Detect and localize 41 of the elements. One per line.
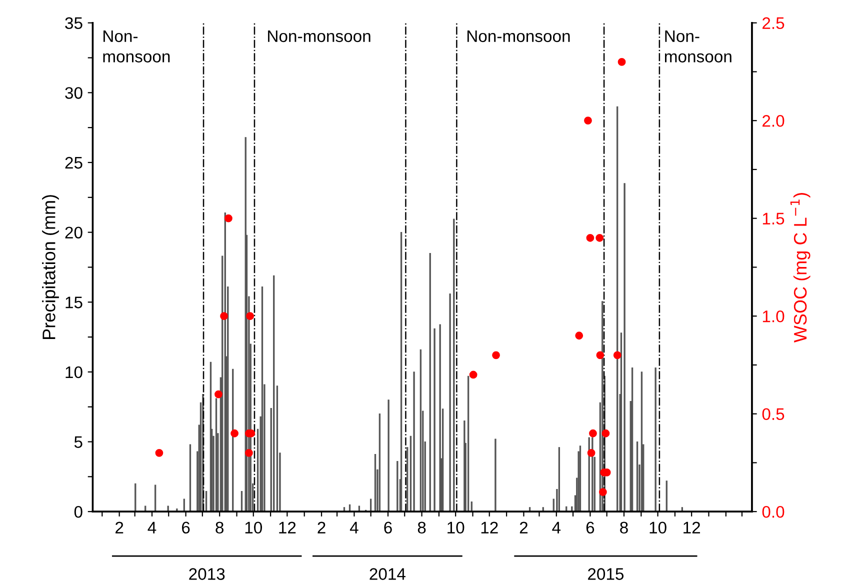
text: 2014 bbox=[370, 568, 406, 580]
y-tick-label: 0 bbox=[74, 506, 82, 518]
y-tick-label: 5 bbox=[74, 436, 82, 448]
y-tick-label: 10 bbox=[66, 366, 82, 378]
x-tick-label: 10 bbox=[245, 522, 262, 534]
x-tick-label: 8 bbox=[620, 522, 628, 534]
y-tick-label: 25 bbox=[65, 156, 82, 169]
y-tick-label: 15 bbox=[66, 296, 82, 308]
x-tick-label: 2 bbox=[116, 522, 124, 534]
annotation: Non-monsoon bbox=[467, 30, 570, 42]
x-tick-label: 6 bbox=[384, 522, 392, 534]
y-tick-label: 30 bbox=[65, 87, 82, 99]
y2-tick-label: 1.5 bbox=[762, 212, 784, 225]
x-tick-label: 6 bbox=[586, 522, 594, 534]
y-axis-title: Precipitation (mm) bbox=[42, 195, 59, 339]
x-tick-label: 4 bbox=[148, 522, 156, 534]
x-tick-label: 12 bbox=[684, 522, 700, 534]
y2-tick-label: 2.0 bbox=[762, 115, 784, 127]
y2-tick-label: 1.0 bbox=[762, 310, 784, 322]
x-tick-label: 12 bbox=[279, 522, 296, 534]
x-tick-label: 6 bbox=[182, 522, 190, 534]
x-tick-label: 8 bbox=[216, 522, 224, 534]
x-tick-label: 4 bbox=[350, 522, 358, 534]
annotation: Non- monsoon bbox=[103, 30, 170, 62]
text: 2015 bbox=[588, 568, 624, 580]
y2-tick-label: 0.0 bbox=[762, 506, 784, 518]
x-tick-label: 2 bbox=[520, 522, 528, 534]
x-tick-label: 10 bbox=[650, 522, 666, 534]
text: 2013 bbox=[189, 568, 225, 580]
x-tick-label: 4 bbox=[552, 522, 561, 534]
y-tick-label: 20 bbox=[65, 226, 82, 239]
annotation: Non- monsoon bbox=[664, 30, 732, 62]
annotation: Non-monsoon bbox=[268, 30, 370, 42]
x-tick-label: 2 bbox=[318, 522, 326, 534]
x-tick-label: 10 bbox=[448, 522, 464, 534]
y2-tick-label: 2.5 bbox=[762, 17, 784, 30]
x-tick-label: 12 bbox=[481, 522, 498, 534]
y2-tick-label: 0.5 bbox=[762, 408, 784, 420]
x-tick-label: 8 bbox=[418, 522, 426, 534]
y-tick-label: 35 bbox=[65, 17, 82, 30]
y2-axis-title: WSOC (mg C L$^{−1}$) bbox=[790, 193, 810, 343]
